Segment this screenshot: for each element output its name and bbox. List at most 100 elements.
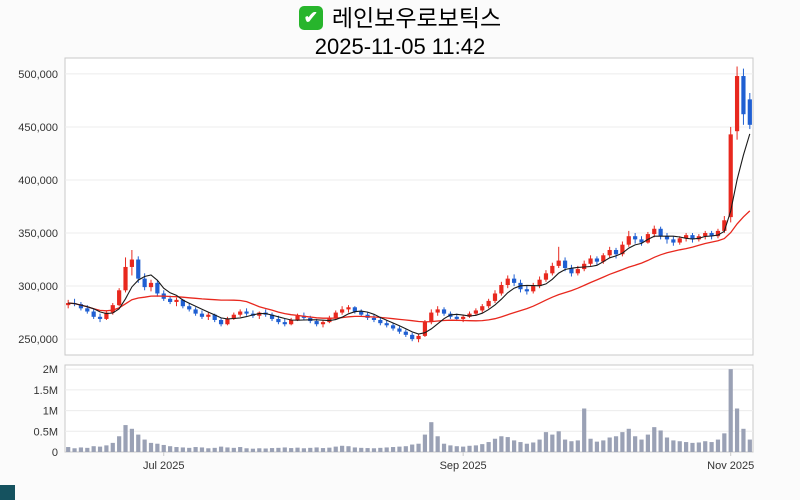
candlestick xyxy=(78,301,84,311)
candlestick xyxy=(626,230,631,247)
svg-text:0.5M: 0.5M xyxy=(34,426,58,438)
volume-bar xyxy=(505,437,510,452)
volume-bar xyxy=(155,443,160,452)
svg-text:1.5M: 1.5M xyxy=(34,385,58,397)
candlestick xyxy=(97,313,103,323)
candlestick xyxy=(467,311,472,318)
candlestick xyxy=(397,326,402,334)
candlestick xyxy=(671,236,676,246)
svg-text:300,000: 300,000 xyxy=(18,281,58,293)
candlestick xyxy=(505,275,510,289)
volume-bar xyxy=(467,445,472,452)
time-axis: Jul 2025 Sep 2025 Nov 2025 xyxy=(143,452,754,472)
volume-bar xyxy=(378,447,383,452)
volume-bar xyxy=(78,447,84,452)
candlestick xyxy=(416,333,421,343)
volume-bar xyxy=(225,447,230,452)
candlestick xyxy=(187,303,192,312)
volume-bar xyxy=(206,448,211,452)
volume-bar xyxy=(212,447,217,452)
volume-bar xyxy=(741,428,746,452)
volume-bar xyxy=(537,439,542,452)
volume-bar xyxy=(492,438,498,452)
candlestick xyxy=(645,231,650,244)
volume-bar xyxy=(531,442,536,452)
volume-bar xyxy=(129,428,134,452)
stock-title: 레인보우로보틱스 xyxy=(331,5,502,31)
volume-bar xyxy=(218,446,224,452)
volume-bar xyxy=(728,369,733,452)
volume-bar xyxy=(435,436,440,452)
candlestick xyxy=(327,315,332,324)
candlestick xyxy=(218,317,224,327)
volume-bar xyxy=(556,431,561,452)
candlestick xyxy=(543,270,549,282)
volume-bars xyxy=(66,369,752,452)
corner-accent xyxy=(0,485,15,500)
volume-bar xyxy=(123,425,128,452)
candlestick xyxy=(747,93,752,130)
volume-bar xyxy=(193,447,198,452)
candlestick xyxy=(320,319,326,328)
volume-bar xyxy=(645,434,650,452)
volume-bar xyxy=(747,439,752,452)
svg-text:400,000: 400,000 xyxy=(18,175,58,187)
candlestick xyxy=(378,317,383,326)
candlestick xyxy=(492,290,498,304)
candlestick xyxy=(257,311,262,319)
volume-bar xyxy=(582,408,587,452)
volume-bar xyxy=(690,442,695,452)
volume-bar xyxy=(639,439,644,452)
svg-text:1M: 1M xyxy=(43,406,58,418)
candlestick xyxy=(282,318,287,327)
volume-bar xyxy=(722,433,727,452)
volume-bar xyxy=(85,447,90,452)
volume-bar xyxy=(677,441,682,452)
volume-bar xyxy=(72,448,77,452)
volume-bar xyxy=(461,446,466,452)
candlestick xyxy=(728,126,733,223)
volume-axis: 0 0.5M 1M 1.5M 2M xyxy=(34,364,753,459)
chart-header: ✔ 레인보우로보틱스 2025-11-05 11:42 xyxy=(0,4,800,60)
volume-bar xyxy=(238,447,243,452)
candlestick xyxy=(346,305,351,313)
svg-text:Jul 2025: Jul 2025 xyxy=(143,460,185,472)
candlestick xyxy=(117,288,122,307)
volume-bar xyxy=(550,434,555,452)
candlestick xyxy=(104,310,109,320)
svg-text:0: 0 xyxy=(52,447,58,459)
candlestick xyxy=(690,233,695,243)
volume-bar xyxy=(314,447,319,452)
volume-bar xyxy=(289,448,294,452)
svg-text:2M: 2M xyxy=(43,364,58,376)
volume-bar xyxy=(397,446,402,452)
volume-bar xyxy=(371,448,377,452)
candlestick xyxy=(613,247,619,259)
volume-bar xyxy=(410,444,415,452)
volume-bar xyxy=(594,441,600,452)
volume-bar xyxy=(142,439,147,452)
ma-slow-line xyxy=(68,210,751,323)
candlestick xyxy=(588,255,593,266)
volume-bar xyxy=(454,446,459,452)
volume-bar xyxy=(480,444,485,452)
volume-bar xyxy=(282,447,287,452)
volume-bar xyxy=(633,436,638,452)
candlestick xyxy=(148,279,154,292)
candlestick xyxy=(136,256,141,283)
volume-bar xyxy=(569,441,574,452)
volume-bar xyxy=(97,446,103,452)
candlestick xyxy=(238,309,243,317)
candlestick xyxy=(639,236,644,246)
candlestick xyxy=(199,310,205,319)
volume-bar xyxy=(429,422,434,452)
candlestick xyxy=(410,332,415,342)
candlestick xyxy=(531,282,536,294)
volume-bar xyxy=(308,447,313,452)
volume-bar xyxy=(403,446,408,452)
volume-bar xyxy=(620,432,625,452)
volume-bar xyxy=(295,447,300,452)
candlestick xyxy=(524,284,529,295)
volume-bar xyxy=(448,445,453,452)
